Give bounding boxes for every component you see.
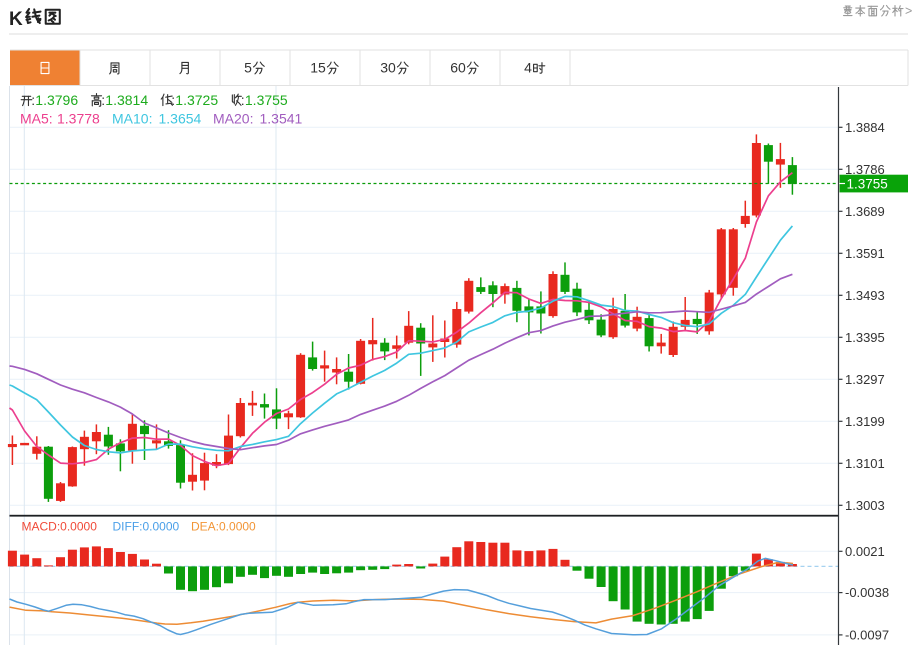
- svg-text:1.3654: 1.3654: [159, 111, 202, 127]
- svg-text:4: 4: [524, 60, 532, 76]
- svg-text::: :: [241, 92, 245, 108]
- svg-text:1.3199: 1.3199: [845, 414, 885, 429]
- svg-text:1.3778: 1.3778: [57, 111, 100, 127]
- svg-text:1.3101: 1.3101: [845, 456, 885, 471]
- svg-text:1.3796: 1.3796: [35, 92, 78, 108]
- svg-text:1.3395: 1.3395: [845, 330, 885, 345]
- svg-text:1.3884: 1.3884: [845, 120, 885, 135]
- svg-text:1.3814: 1.3814: [105, 92, 148, 108]
- svg-text:1.3297: 1.3297: [845, 372, 885, 387]
- svg-text:1.3755: 1.3755: [847, 176, 888, 191]
- svg-text:1.3591: 1.3591: [845, 246, 885, 261]
- svg-text:MACD:0.0000: MACD:0.0000: [22, 520, 98, 534]
- svg-text:1.3541: 1.3541: [260, 111, 303, 127]
- svg-text:60: 60: [450, 60, 466, 76]
- svg-text:-0.0038: -0.0038: [845, 585, 889, 600]
- svg-text:DEA:0.0000: DEA:0.0000: [191, 520, 256, 534]
- svg-text:5: 5: [244, 60, 252, 76]
- svg-text:MA20:: MA20:: [213, 111, 253, 127]
- svg-text:0.0021: 0.0021: [845, 544, 885, 559]
- svg-text:1.3689: 1.3689: [845, 204, 885, 219]
- svg-text:1.3003: 1.3003: [845, 498, 885, 513]
- svg-text:15: 15: [310, 60, 326, 76]
- svg-text:1.3725: 1.3725: [175, 92, 218, 108]
- svg-text::: :: [31, 92, 35, 108]
- svg-text:-0.0097: -0.0097: [845, 627, 889, 642]
- svg-text:1.3493: 1.3493: [845, 288, 885, 303]
- svg-text:1.3755: 1.3755: [245, 92, 288, 108]
- svg-text:K: K: [9, 9, 23, 30]
- svg-text:30: 30: [380, 60, 396, 76]
- svg-text:MA5:: MA5:: [20, 111, 53, 127]
- svg-text:>: >: [905, 4, 912, 18]
- svg-text::: :: [171, 92, 175, 108]
- svg-text:DIFF:0.0000: DIFF:0.0000: [113, 520, 180, 534]
- svg-text::: :: [101, 92, 105, 108]
- svg-text:MA10:: MA10:: [112, 111, 152, 127]
- svg-text:1.3786: 1.3786: [845, 162, 885, 177]
